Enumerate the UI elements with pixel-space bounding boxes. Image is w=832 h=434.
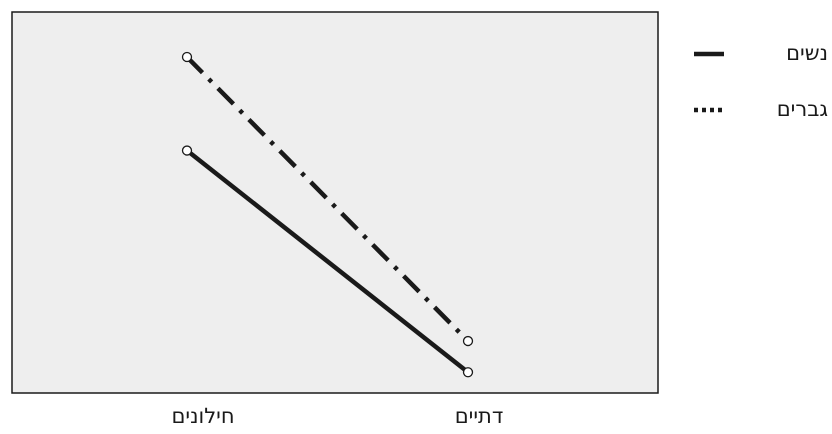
x-tick-label-0: חילונים — [171, 404, 234, 428]
x-tick-labels: חילונים דתיים — [171, 404, 503, 428]
data-point-1-1 — [462, 335, 474, 347]
legend-label-1: גברים — [777, 97, 829, 121]
data-point-1-0 — [181, 51, 193, 63]
legend: נשים גברים — [694, 41, 828, 121]
data-point-0-0 — [181, 145, 193, 156]
plot-area — [11, 11, 659, 394]
x-tick-label-1: דתיים — [455, 404, 504, 428]
series-layer — [181, 51, 474, 378]
legend-label-0: נשים — [786, 41, 828, 65]
series-line-0 — [185, 148, 470, 374]
data-point-0-1 — [462, 367, 474, 378]
